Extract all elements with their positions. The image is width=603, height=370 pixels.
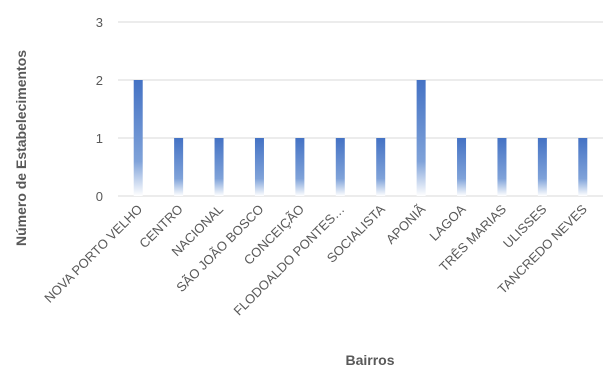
y-tick-label: 2: [96, 73, 103, 88]
bar: [457, 138, 467, 196]
bar: [214, 138, 224, 196]
bar: [497, 138, 507, 196]
bars: [133, 80, 588, 196]
bar: [578, 138, 588, 196]
bar: [133, 80, 143, 196]
y-axis-label: Número de Estabelecimentos: [13, 50, 29, 246]
bar: [416, 80, 426, 196]
y-axis-tick-labels: 0 1 2 3: [96, 15, 103, 204]
gridlines: [118, 21, 603, 197]
bar: [537, 138, 547, 196]
x-category-label: NOVA PORTO VELHO: [41, 202, 145, 306]
y-tick-label: 1: [96, 131, 103, 146]
bar: [335, 138, 345, 196]
x-axis-label: Bairros: [345, 352, 394, 368]
bar: [174, 138, 184, 196]
x-category-label: APONIÃ: [383, 201, 429, 247]
bar: [376, 138, 386, 196]
y-tick-label: 0: [96, 189, 103, 204]
bar: [254, 138, 264, 196]
bar: [295, 138, 305, 196]
y-tick-label: 3: [96, 15, 103, 30]
